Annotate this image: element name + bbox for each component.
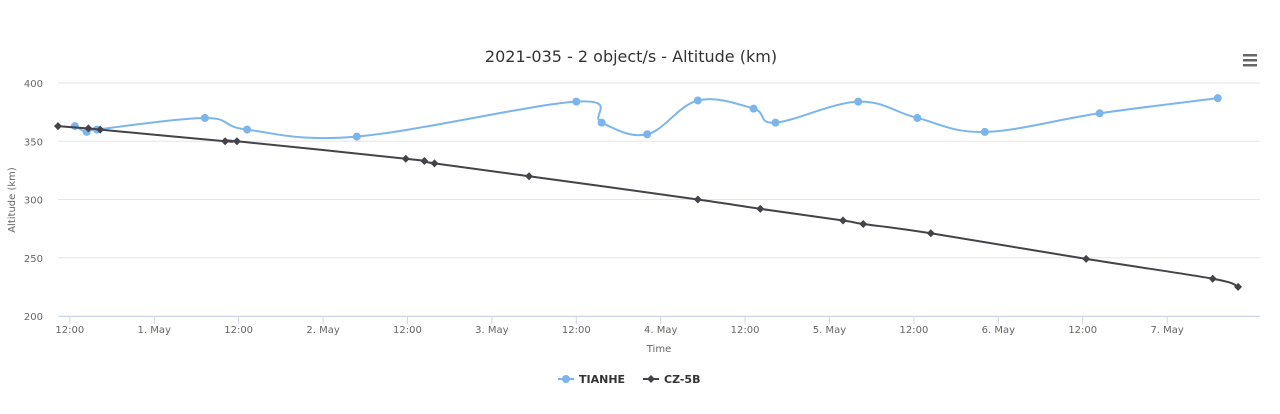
data-point-tianhe[interactable] xyxy=(854,97,863,106)
menu-icon-bar xyxy=(1243,64,1257,67)
x-tick-label: 5. May xyxy=(813,325,846,336)
x-tick-label: 7. May xyxy=(1150,325,1183,336)
legend-item-cz-5b[interactable]: CZ-5B xyxy=(643,373,700,386)
data-point-tianhe[interactable] xyxy=(200,113,209,122)
data-point-tianhe[interactable] xyxy=(1213,94,1222,103)
series-group xyxy=(54,94,1243,291)
legend-marker-cz-5b xyxy=(647,375,655,383)
x-tick-label: 12:00 xyxy=(393,325,422,336)
x-tick-label: 2. May xyxy=(306,325,339,336)
x-tick-label: 3. May xyxy=(475,325,508,336)
y-tick-label: 400 xyxy=(24,79,43,90)
data-point-tianhe[interactable] xyxy=(643,130,652,139)
data-point-tianhe[interactable] xyxy=(749,104,758,113)
y-tick-label: 300 xyxy=(24,196,43,207)
x-axis: 12:00 1. May 12:00 2. May 12:00 3. May 12:00 4.… xyxy=(55,316,1260,336)
x-tick-label: 12:00 xyxy=(55,325,84,336)
data-point-cz-5b[interactable] xyxy=(839,216,848,225)
data-point-tianhe[interactable] xyxy=(771,118,780,127)
y-axis-title: Altitude (km) xyxy=(7,167,18,233)
x-tick-label: 1. May xyxy=(138,325,171,336)
series-line-cz-5b xyxy=(57,125,1239,288)
data-point-tianhe[interactable] xyxy=(693,96,702,105)
data-point-cz-5b[interactable] xyxy=(221,137,230,146)
data-point-cz-5b[interactable] xyxy=(96,125,105,134)
data-point-tianhe[interactable] xyxy=(572,97,581,106)
data-point-tianhe[interactable] xyxy=(70,122,79,131)
y-tick-label: 350 xyxy=(24,137,43,148)
data-point-cz-5b[interactable] xyxy=(1208,274,1217,283)
x-tick-label: 4. May xyxy=(644,325,677,336)
x-tick-label: 12:00 xyxy=(224,325,253,336)
legend-label-cz-5b: CZ-5B xyxy=(664,373,700,386)
series-line-tianhe xyxy=(74,97,1218,140)
x-tick-label: 12:00 xyxy=(1068,325,1097,336)
data-point-tianhe[interactable] xyxy=(352,132,361,141)
y-axis-ticks: 200 250 300 350 400 xyxy=(24,79,43,323)
y-tick-label: 200 xyxy=(24,312,43,323)
x-tick-label: 12:00 xyxy=(900,325,929,336)
data-point-cz-5b[interactable] xyxy=(430,159,439,168)
data-point-cz-5b[interactable] xyxy=(232,137,241,146)
series-tianhe xyxy=(70,94,1222,141)
x-tick-label: 12:00 xyxy=(731,325,760,336)
data-point-tianhe[interactable] xyxy=(243,125,252,134)
data-point-cz-5b[interactable] xyxy=(1234,282,1243,291)
data-point-tianhe[interactable] xyxy=(980,127,989,136)
data-point-tianhe[interactable] xyxy=(913,113,922,122)
data-point-cz-5b[interactable] xyxy=(1082,254,1091,263)
data-point-cz-5b[interactable] xyxy=(525,172,534,181)
legend-marker-tianhe xyxy=(562,375,570,383)
legend-item-tianhe[interactable]: TIANHE xyxy=(558,373,625,386)
data-point-cz-5b[interactable] xyxy=(401,154,410,163)
data-point-cz-5b[interactable] xyxy=(756,204,765,213)
chart-title: 2021-035 - 2 object/s - Altitude (km) xyxy=(485,47,777,66)
menu-icon-bar xyxy=(1243,59,1257,62)
legend-label-tianhe: TIANHE xyxy=(579,373,625,386)
menu-button[interactable] xyxy=(1238,48,1262,72)
data-point-cz-5b[interactable] xyxy=(54,122,62,131)
series-cz-5b xyxy=(54,122,1243,291)
x-axis-title: Time xyxy=(646,344,671,355)
x-tick-label: 12:00 xyxy=(562,325,591,336)
x-tick-label: 6. May xyxy=(982,325,1015,336)
y-tick-label: 250 xyxy=(24,254,43,265)
legend: TIANHE CZ-5B xyxy=(558,373,700,386)
data-point-tianhe[interactable] xyxy=(1095,109,1104,118)
data-point-cz-5b[interactable] xyxy=(84,124,93,133)
data-point-cz-5b[interactable] xyxy=(859,219,868,228)
menu-icon-bar xyxy=(1243,54,1257,57)
data-point-cz-5b[interactable] xyxy=(926,229,935,238)
data-point-tianhe[interactable] xyxy=(597,118,606,127)
data-point-cz-5b[interactable] xyxy=(420,157,429,166)
data-point-cz-5b[interactable] xyxy=(693,195,702,204)
